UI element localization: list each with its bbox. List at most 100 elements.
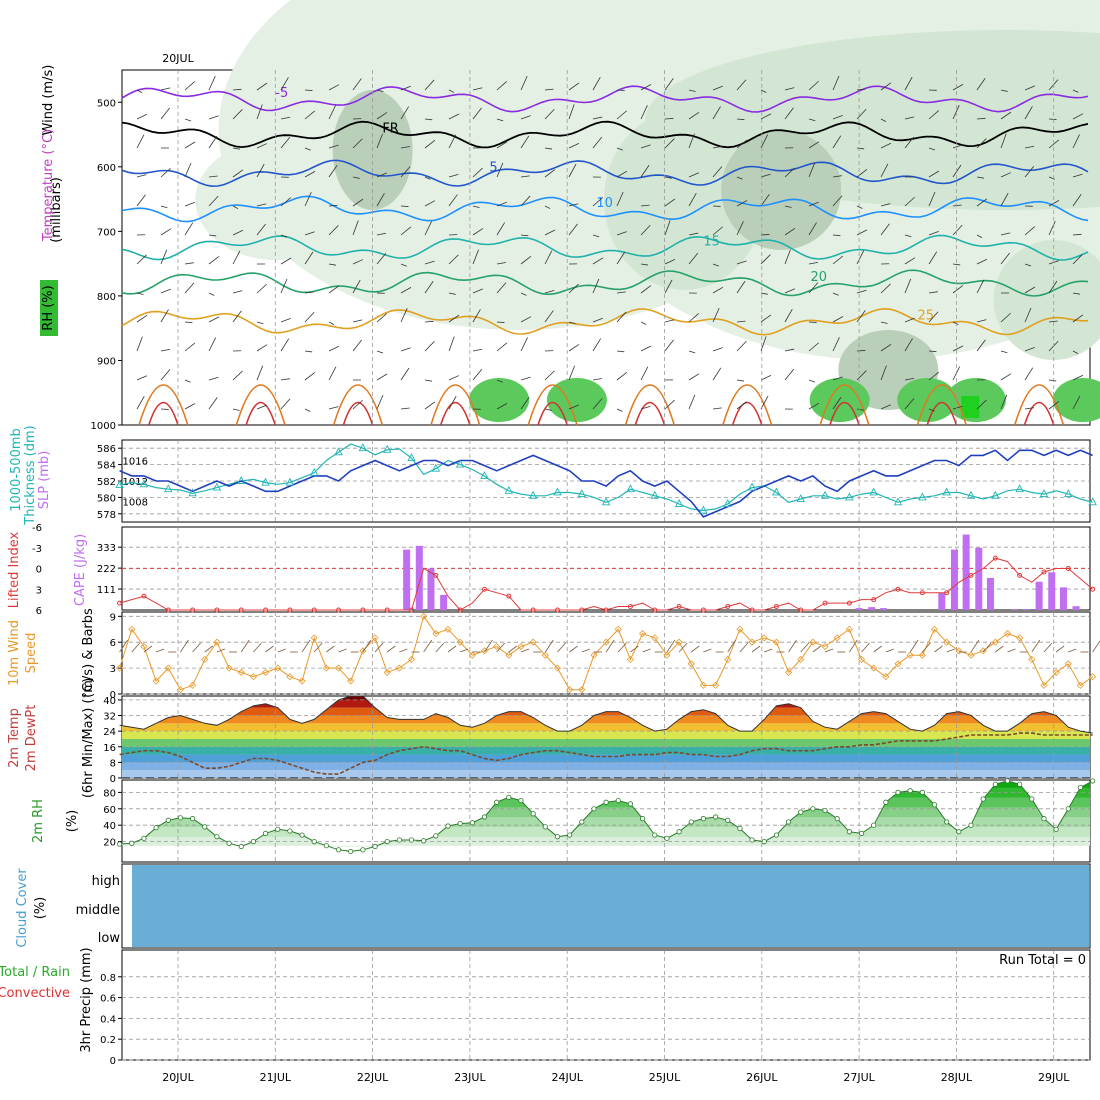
wind-barb [136,314,148,323]
thickness-point [650,490,660,499]
wind-barb [616,147,624,151]
thickness-point [480,471,489,480]
wind-barb [232,290,243,294]
wind-barb [640,224,651,236]
wind-barb [448,292,456,295]
wind-barb [208,397,218,410]
rh-patch [993,240,1100,360]
wind-barb [616,350,625,353]
wind-barb [448,134,457,149]
wind-barb [328,225,339,236]
wind-barb [664,176,672,179]
li-point [457,607,463,613]
li-point [481,586,487,592]
wind-barb [256,223,266,236]
rh-shading [195,0,1100,422]
temp-tick: 16 [103,743,116,754]
wind-barb [952,224,963,236]
wind10m-label-c: (m/s) & Barbs [81,608,96,698]
thickness-point [942,487,951,496]
thickness-point [674,499,684,507]
wind-barb [1048,280,1058,294]
wind-barb [880,404,892,410]
bottom-day-label: 26JUL [746,1071,778,1084]
wind-barb [1072,314,1084,323]
thickness-point [966,490,976,499]
rh-axis-label: RH (%) [41,285,56,330]
wind-speed-point [322,664,330,672]
wind-barb [1024,347,1035,352]
li-point [433,572,439,578]
wind-speed-point [249,673,257,681]
rh-patch [721,130,842,250]
bottom-day-label: 27JUL [843,1071,875,1084]
wind-barb [760,254,771,265]
li-point [992,555,998,561]
surface-wind-barb [386,645,396,653]
rh-high-patch [809,378,870,422]
wind-barb [832,337,840,352]
wind-barb [520,316,532,323]
wind-speed-point [529,638,537,646]
cape-bar [855,608,863,610]
wind-speed-point [541,651,549,659]
cape-bar [868,607,876,610]
wind-barb [1072,113,1084,120]
slp-tick: 1008 [123,498,148,509]
cape-bar [1072,606,1080,610]
wind-barb [952,345,964,352]
li-point [336,607,342,613]
wind-barb [688,394,696,410]
li-point [238,607,244,613]
surface-wind-barb [800,642,810,653]
wind-speed-point [371,634,379,642]
thickness-tick: 580 [97,493,116,504]
rh-point [299,832,305,838]
cape-label: CAPE (J/kg) [73,534,88,606]
wind-barb [712,85,723,91]
wind-barb [1072,173,1083,178]
temp-bands [122,696,1090,778]
surface-wind-barb [751,645,761,653]
wind-barb [400,85,411,91]
wind-barb [328,406,339,410]
wind-axis-label: Wind (m/s) [41,65,56,136]
surface-wind-barb [447,645,457,653]
wind-barb [976,258,988,265]
wind-barb [664,138,675,149]
wind-barb [1024,166,1035,178]
surface-wind-barb [326,645,335,653]
li-tick: -6 [32,523,42,534]
rh-point [640,816,646,822]
bottom-day-label: 24JUL [551,1071,583,1084]
rh-point [567,832,573,838]
wind-speed-point [967,651,975,659]
wind-barb [736,176,743,180]
wind-barb [808,141,820,149]
wind-barb [688,313,699,323]
wind-barb [808,402,820,410]
wind-barb [784,87,795,91]
thickness-point [261,477,270,486]
thickness-point [553,487,562,496]
isotherm-20 [121,269,1089,297]
rh-point [275,826,281,832]
surface-wind-barb [617,642,627,653]
wind-barb [976,339,986,352]
surface-wind-barb [435,642,445,653]
wind-barb [424,118,433,121]
temp-band [122,715,1090,724]
temp-tick: 40 [103,696,116,707]
rh-point [992,781,998,787]
wind-barb [712,166,723,178]
wind-barb [616,251,626,265]
li-point [846,600,852,606]
wind-barb [520,175,530,178]
wind-barb [640,406,651,410]
wind-barb [808,282,819,294]
wind-speed-line [119,615,1093,691]
cape-tick: 111 [97,585,116,596]
wind-barb [160,309,169,323]
wind-barb [136,292,144,295]
wind-barb [496,222,506,236]
